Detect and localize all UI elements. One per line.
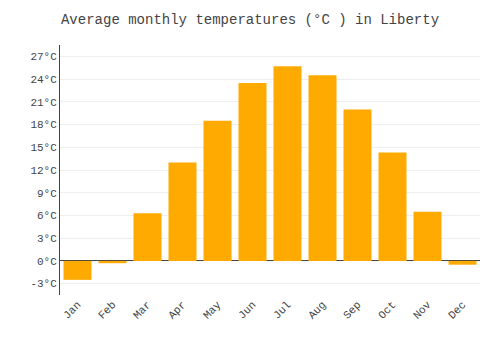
svg-text:15°C: 15°C xyxy=(30,142,57,154)
svg-text:Jan: Jan xyxy=(61,299,83,321)
svg-text:Mar: Mar xyxy=(131,299,153,321)
svg-text:9°C: 9°C xyxy=(37,188,57,200)
svg-text:Oct: Oct xyxy=(376,299,398,321)
svg-text:Feb: Feb xyxy=(96,299,118,321)
svg-text:21°C: 21°C xyxy=(30,97,57,109)
svg-text:Jun: Jun xyxy=(236,299,258,321)
svg-text:18°C: 18°C xyxy=(30,119,57,131)
svg-text:27°C: 27°C xyxy=(30,51,57,63)
svg-text:Dec: Dec xyxy=(446,299,468,321)
svg-text:-3°C: -3°C xyxy=(30,278,57,290)
svg-text:May: May xyxy=(201,299,224,322)
svg-text:12°C: 12°C xyxy=(30,165,57,177)
svg-text:Average monthly temperatures (: Average monthly temperatures (°C ) in Li… xyxy=(61,12,439,28)
svg-text:Aug: Aug xyxy=(306,299,328,321)
svg-text:Apr: Apr xyxy=(166,299,188,321)
svg-text:6°C: 6°C xyxy=(37,210,57,222)
svg-text:3°C: 3°C xyxy=(37,233,57,245)
svg-text:Sep: Sep xyxy=(341,299,363,321)
svg-text:Jul: Jul xyxy=(271,299,293,321)
svg-text:24°C: 24°C xyxy=(30,74,57,86)
svg-text:0°C: 0°C xyxy=(37,256,57,268)
svg-text:Nov: Nov xyxy=(411,299,434,322)
